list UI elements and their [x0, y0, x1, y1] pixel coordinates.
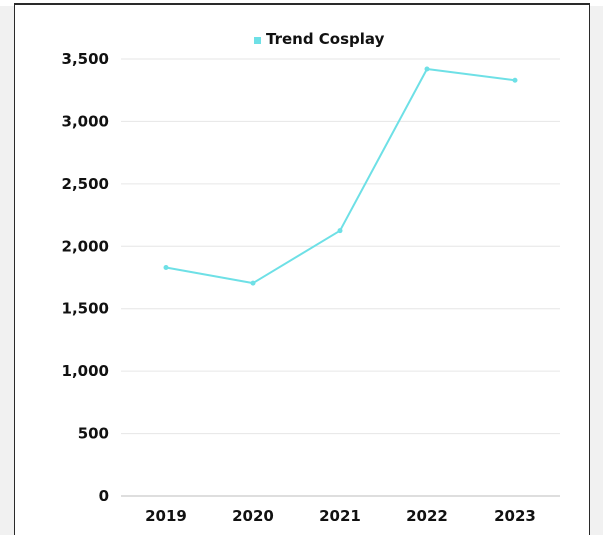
y-tick-label: 1,500 — [62, 300, 109, 318]
x-tick-label: 2021 — [319, 507, 361, 525]
y-tick-label: 3,000 — [62, 112, 109, 130]
y-tick-label: 1,000 — [62, 362, 109, 380]
legend: Trend Cosplay — [254, 30, 385, 48]
data-point — [512, 77, 518, 83]
y-tick-label: 2,000 — [62, 237, 109, 255]
y-tick-label: 3,500 — [62, 50, 109, 68]
series-line — [165, 67, 516, 285]
x-tick-label: 2020 — [232, 507, 274, 525]
legend-marker — [254, 37, 261, 44]
x-tick-label: 2022 — [406, 507, 448, 525]
grid-layer — [121, 58, 560, 435]
legend-label: Trend Cosplay — [266, 30, 385, 48]
y-tick-label: 2,500 — [62, 175, 109, 193]
data-point — [337, 228, 343, 234]
axis-layer: 0 500 1,000 1,500 2,000 2,500 3,000 3,500 2019 20… — [62, 50, 560, 525]
y-tick-label: 0 — [99, 487, 109, 505]
data-point — [163, 265, 169, 271]
data-point — [250, 280, 256, 286]
x-tick-label: 2019 — [145, 507, 187, 525]
x-tick-label: 2023 — [494, 507, 536, 525]
y-tick-label: 500 — [78, 425, 109, 443]
series-layer — [163, 66, 518, 286]
data-point — [424, 66, 430, 72]
chart-card — [14, 3, 590, 535]
